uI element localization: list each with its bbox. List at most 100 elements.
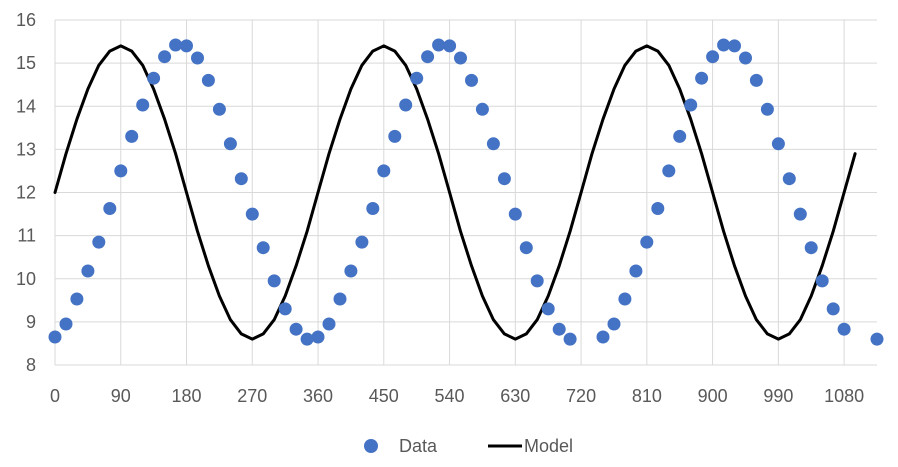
data-point bbox=[815, 274, 829, 288]
data-point bbox=[563, 332, 577, 346]
y-tick-label: 13 bbox=[16, 139, 36, 159]
data-point bbox=[640, 235, 654, 249]
data-point bbox=[201, 73, 215, 87]
data-point bbox=[169, 38, 183, 52]
data-point bbox=[475, 102, 489, 116]
data-point bbox=[432, 38, 446, 52]
y-tick-label: 8 bbox=[26, 355, 36, 375]
data-point bbox=[70, 292, 84, 306]
y-tick-label: 16 bbox=[16, 10, 36, 30]
x-tick-label: 90 bbox=[111, 386, 131, 406]
data-point bbox=[618, 292, 632, 306]
data-point bbox=[870, 332, 884, 346]
data-point bbox=[804, 241, 818, 255]
legend-data-marker bbox=[364, 439, 378, 453]
data-point bbox=[289, 322, 303, 336]
x-tick-label: 810 bbox=[632, 386, 662, 406]
data-series bbox=[48, 38, 884, 346]
data-point bbox=[355, 235, 369, 249]
y-tick-label: 11 bbox=[17, 226, 36, 246]
x-tick-label: 720 bbox=[566, 386, 596, 406]
data-point bbox=[322, 317, 336, 331]
data-point bbox=[508, 207, 522, 221]
data-point bbox=[662, 164, 676, 178]
legend: Data Model bbox=[364, 436, 573, 456]
data-point bbox=[629, 264, 643, 278]
data-point bbox=[760, 102, 774, 116]
legend-data-label: Data bbox=[399, 436, 438, 456]
data-point bbox=[837, 322, 851, 336]
data-point bbox=[377, 164, 391, 178]
data-point bbox=[278, 302, 292, 316]
data-point bbox=[410, 71, 424, 85]
x-tick-label: 630 bbox=[500, 386, 530, 406]
data-point bbox=[826, 302, 840, 316]
data-point bbox=[695, 71, 709, 85]
data-point bbox=[519, 241, 533, 255]
data-point bbox=[256, 241, 270, 255]
y-tick-label: 10 bbox=[16, 269, 36, 289]
x-axis-tick-labels: 0 90 180 270 360 450 540 630 720 810 900 990 1080 bbox=[50, 386, 864, 406]
data-point bbox=[147, 71, 161, 85]
data-point bbox=[366, 202, 380, 215]
data-point bbox=[530, 274, 544, 288]
data-point bbox=[552, 322, 566, 336]
x-tick-label: 270 bbox=[237, 386, 267, 406]
data-point bbox=[114, 164, 128, 178]
x-tick-label: 450 bbox=[369, 386, 399, 406]
y-tick-label: 15 bbox=[16, 53, 36, 73]
data-point bbox=[782, 172, 796, 186]
data-point bbox=[245, 207, 259, 221]
x-tick-label: 990 bbox=[763, 386, 793, 406]
data-point bbox=[596, 330, 610, 344]
data-point bbox=[749, 73, 763, 87]
data-point bbox=[607, 317, 621, 331]
data-point bbox=[739, 51, 752, 65]
data-point bbox=[486, 137, 500, 151]
data-point bbox=[125, 129, 139, 143]
data-point bbox=[771, 137, 785, 151]
legend-model-label: Model bbox=[524, 436, 573, 456]
data-point bbox=[81, 264, 95, 278]
data-point bbox=[541, 302, 555, 316]
data-point bbox=[300, 332, 314, 346]
data-point bbox=[497, 172, 511, 186]
y-tick-label: 9 bbox=[26, 312, 36, 332]
data-point bbox=[311, 330, 325, 344]
data-point bbox=[465, 73, 478, 87]
y-axis-tick-labels: 8 9 10 11 12 13 14 15 16 bbox=[16, 10, 36, 375]
x-tick-label: 180 bbox=[171, 386, 201, 406]
data-point bbox=[706, 50, 720, 64]
x-tick-label: 0 bbox=[50, 386, 60, 406]
data-point bbox=[223, 137, 237, 151]
data-point bbox=[48, 330, 62, 344]
data-point bbox=[388, 129, 402, 143]
data-point bbox=[728, 39, 741, 53]
data-point bbox=[333, 292, 347, 306]
x-tick-label: 1080 bbox=[824, 386, 864, 406]
data-point bbox=[136, 98, 150, 112]
data-point bbox=[717, 38, 731, 52]
y-tick-label: 14 bbox=[16, 96, 36, 116]
data-point bbox=[212, 102, 226, 116]
data-point bbox=[267, 274, 281, 288]
data-point bbox=[158, 50, 172, 64]
data-point bbox=[234, 172, 248, 186]
data-point bbox=[673, 129, 687, 143]
data-point bbox=[344, 264, 358, 278]
x-tick-label: 900 bbox=[698, 386, 728, 406]
x-tick-label: 540 bbox=[435, 386, 465, 406]
data-point bbox=[443, 39, 457, 53]
data-point bbox=[191, 51, 204, 65]
y-tick-label: 12 bbox=[16, 183, 36, 203]
data-point bbox=[103, 202, 117, 215]
data-point bbox=[421, 50, 435, 64]
data-point bbox=[454, 51, 467, 65]
x-tick-label: 360 bbox=[303, 386, 333, 406]
data-point bbox=[180, 39, 193, 53]
data-point bbox=[59, 317, 73, 331]
data-point bbox=[92, 235, 106, 249]
model-line bbox=[53, 44, 857, 341]
